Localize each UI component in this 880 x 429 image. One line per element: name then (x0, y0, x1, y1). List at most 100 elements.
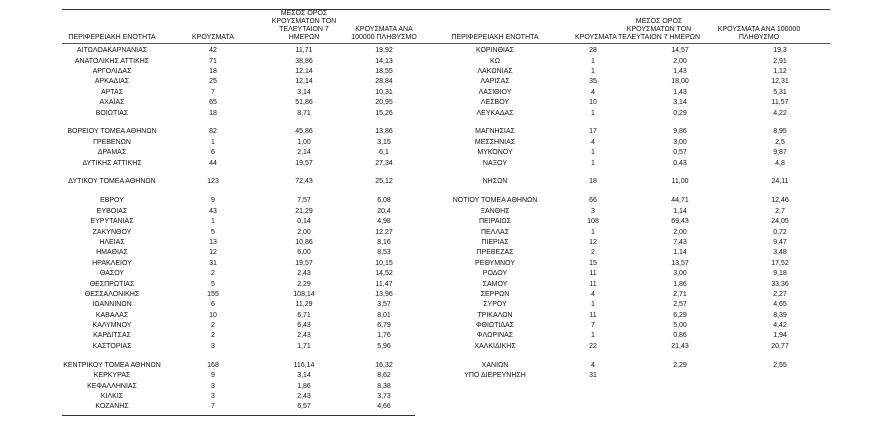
table-row: ΙΩΑΝΝΙΝΩΝ 6 11,29 3,57 (62, 300, 415, 310)
cell-value: 17,52 (771, 259, 789, 267)
cell-value: 27,34 (375, 159, 393, 167)
column-header: ΚΡΟΥΣΜΑΤΑ (192, 34, 234, 41)
table-row: ΒΟΙΩΤΙΑΣ 18 8,71 15,26 (62, 108, 415, 118)
region-name: ΘΕΣΣΑΛΟΝΙΚΗΣ (84, 290, 140, 298)
table-row: ΑΡΓΟΛΙΔΑΣ 18 12,14 18,55 (62, 67, 415, 77)
cell-value: 3,48 (773, 249, 787, 257)
table-row: ΘΑΣΟΥ 2 2,43 14,52 (62, 269, 415, 279)
cell-value: 4,8 (775, 159, 785, 167)
table-row: ΚΩ 1 2,00 2,91 (415, 56, 830, 66)
cell-value: 11 (589, 270, 597, 278)
cell-value: 13,86 (375, 128, 393, 136)
cell-value: 43 (209, 207, 217, 215)
cell-value: 25,12 (375, 178, 393, 186)
region-name: ΗΛΕΙΑΣ (99, 238, 125, 246)
cell-value: 6 (211, 149, 215, 157)
table-row: ΗΡΑΚΛΕΙΟΥ 31 19,57 10,15 (62, 259, 415, 269)
cell-value: 21,29 (295, 207, 313, 215)
table-row: ΦΘΙΩΤΙΔΑΣ 7 5,00 4,42 (415, 321, 830, 331)
table-row: ΣΕΡΡΩΝ 4 2,71 2,27 (415, 290, 830, 300)
cell-value: 19,92 (375, 47, 393, 55)
table-body: ΚΟΡΙΝΘΙΑΣ 28 14,57 19,3 ΚΩ 1 2,00 2,91 ΛΑΚΩΝΙΑΣ 1… (415, 46, 830, 381)
cell-value: 3 (211, 382, 215, 390)
cell-value: 1,43 (673, 88, 687, 96)
cell-value: 31 (589, 372, 597, 380)
row-group: ΑΙΤΩΛΟΑΚΑΡΝΑΝΙΑΣ 42 11,71 19,92 ΑΝΑΤΟΛΙΚΗΣ Α… (62, 46, 415, 119)
cell-value: 3 (211, 392, 215, 400)
row-group: ΝΟΤΙΟΥ ΤΟΜΕΑ ΑΘΗΝΩΝ 66 44,71 12,46 ΞΑΝΘΗΣ 3 1,… (415, 196, 830, 352)
cell-value: 1,71 (297, 342, 311, 350)
cell-value: 1,43 (673, 67, 687, 75)
row-group: ΚΟΡΙΝΘΙΑΣ 28 14,57 19,3 ΚΩ 1 2,00 2,91 ΛΑΚΩΝΙΑΣ 1… (415, 46, 830, 119)
cell-value: 5 (211, 280, 215, 288)
column-header: ΜΕΣΟΣ ΟΡΟΣ ΚΡΟΥΣΜΑΤΩΝ ΤΟΝ ΤΕΛΕΥΤΑΙΟΝ 7 Η… (617, 18, 701, 41)
cell-value: 13,96 (375, 290, 393, 298)
table-body: ΑΙΤΩΛΟΑΚΑΡΝΑΝΙΑΣ 42 11,71 19,92 ΑΝΑΤΟΛΙΚΗΣ Α… (62, 46, 415, 416)
table-row: ΑΡΤΑΣ 7 3,14 10,31 (62, 88, 415, 98)
cell-value: 4,66 (377, 403, 391, 411)
cell-value: 11,29 (295, 301, 313, 309)
cell-value: 1 (591, 67, 595, 75)
cell-value: 4 (591, 290, 595, 298)
table-row: ΔΥΤΙΚΗΣ ΑΤΤΙΚΗΣ 44 19,57 27,34 (62, 158, 415, 168)
table-row: ΕΒΡΟΥ 9 7,57 6,08 (62, 196, 415, 206)
region-name: ΡΟΔΟΥ (482, 270, 508, 278)
column-header: ΜΕΣΟΣ ΟΡΟΣ ΚΡΟΥΣΜΑΤΩΝ ΤΟΝ ΤΕΛΕΥΤΑΙΟΝ 7 Η… (271, 10, 337, 41)
cell-value: 66 (589, 197, 597, 205)
table-row: ΓΡΕΒΕΝΩΝ 1 1,00 3,15 (62, 138, 415, 148)
region-name: ΣΕΡΡΩΝ (480, 290, 510, 298)
cell-value: 12 (589, 238, 597, 246)
region-name: ΑΡΤΑΣ (100, 88, 124, 96)
cell-value: 6,29 (673, 311, 687, 319)
cell-value: 14,57 (671, 47, 689, 55)
table-row: ΑΙΤΩΛΟΑΚΑΡΝΑΝΙΑΣ 42 11,71 19,92 (62, 46, 415, 56)
region-name: ΒΟΙΩΤΙΑΣ (95, 109, 129, 117)
cell-value: 4,65 (773, 301, 787, 309)
table-row: ΝΟΤΙΟΥ ΤΟΜΕΑ ΑΘΗΝΩΝ 66 44,71 12,46 (415, 196, 830, 206)
table-row: ΦΛΩΡΙΝΑΣ 1 0,86 1,94 (415, 331, 830, 341)
region-name: ΝΟΤΙΟΥ ΤΟΜΕΑ ΑΘΗΝΩΝ (452, 197, 538, 205)
cell-value: 2,43 (297, 392, 311, 400)
table-row: ΔΡΑΜΑΣ 6 2,14 6,1 (62, 148, 415, 158)
cell-value: 16,32 (375, 361, 393, 369)
region-name: ΧΑΝΙΩΝ (481, 361, 509, 369)
cell-value: 5,96 (377, 342, 391, 350)
cell-value: 1 (591, 109, 595, 117)
column-header: ΚΡΟΥΣΜΑΤΑ ΑΝΑ 100000 ΠΛΗΘΥΣΜΟ (717, 26, 801, 41)
cell-value: 1,86 (673, 280, 687, 288)
region-name: ΝΗΣΩΝ (482, 178, 508, 186)
table-row: ΣΥΡΟΥ 1 2,57 4,65 (415, 300, 830, 310)
cell-value: 10,86 (295, 238, 313, 246)
table-row: ΖΑΚΥΝΘΟΥ 5 2,00 12,27 (62, 227, 415, 237)
table-row: ΑΝΑΤΟΛΙΚΗΣ ΑΤΤΙΚΗΣ 71 38,86 14,13 (62, 56, 415, 66)
cell-value: 2,14 (297, 149, 311, 157)
table-row: ΡΕΘΥΜΝΟΥ 15 13,57 17,52 (415, 259, 830, 269)
cell-value: 12,31 (771, 78, 789, 86)
region-name: ΚΑΒΑΛΑΣ (95, 311, 129, 319)
region-name: ΓΡΕΒΕΝΩΝ (93, 138, 131, 146)
table-row: ΤΡΙΚΑΛΩΝ 11 6,29 8,39 (415, 310, 830, 320)
region-name: ΤΡΙΚΑΛΩΝ (477, 311, 513, 319)
cell-value: 11 (589, 280, 597, 288)
cell-value: 2,00 (673, 57, 687, 65)
region-name: ΥΠΟ ΔΙΕΡΕΥΝΗΣΗ (464, 372, 526, 380)
table-row: ΚΑΛΥΜΝΟΥ 2 6,43 6,79 (62, 321, 415, 331)
cell-value: 1 (211, 138, 215, 146)
cell-value: 9,86 (673, 128, 687, 136)
cell-value: 2,5 (775, 138, 785, 146)
table-row: ΛΕΥΚΑΔΑΣ 1 0,29 4,22 (415, 108, 830, 118)
table-row: ΘΕΣΠΡΩΤΙΑΣ 5 2,29 11,47 (62, 279, 415, 289)
region-name: ΠΡΕΒΕΖΑΣ (476, 249, 514, 257)
cell-value: 2,43 (297, 332, 311, 340)
region-name: ΛΕΥΚΑΔΑΣ (476, 109, 514, 117)
column-header: ΚΡΟΥΣΜΑΤΑ ΑΝΑ 100000 ΠΛΗΘΥΣΜΟ (351, 26, 417, 41)
cell-value: 1 (591, 159, 595, 167)
table-row: ΞΑΝΘΗΣ 3 1,14 2,7 (415, 207, 830, 217)
cell-value: 108 (587, 218, 599, 226)
region-name: ΚΟΡΙΝΘΙΑΣ (476, 47, 514, 55)
region-name: ΚΕΦΑΛΛΗΝΙΑΣ (87, 382, 137, 390)
cell-value: 7 (591, 322, 595, 330)
cell-value: 31 (209, 259, 217, 267)
cell-value: 22 (589, 342, 597, 350)
cell-value: 7 (211, 88, 215, 96)
